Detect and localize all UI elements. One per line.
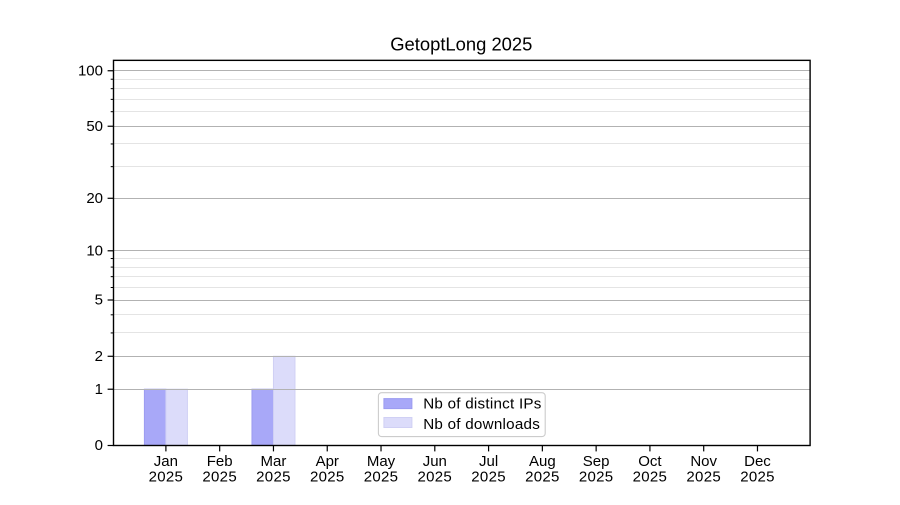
svg-text:20: 20 (86, 190, 103, 207)
svg-text:Jan: Jan (154, 453, 178, 470)
svg-text:2025: 2025 (364, 468, 399, 485)
svg-text:2025: 2025 (202, 468, 237, 485)
svg-text:Apr: Apr (316, 453, 339, 470)
svg-text:Mar: Mar (261, 453, 287, 470)
svg-text:GetoptLong 2025: GetoptLong 2025 (390, 34, 532, 55)
svg-text:2025: 2025 (256, 468, 291, 485)
svg-text:5: 5 (95, 292, 103, 309)
svg-text:2025: 2025 (525, 468, 560, 485)
svg-text:Jul: Jul (479, 453, 498, 470)
svg-text:1: 1 (95, 381, 103, 398)
svg-text:Nov: Nov (690, 453, 717, 470)
svg-text:May: May (367, 453, 396, 470)
svg-text:0: 0 (95, 437, 103, 454)
svg-text:Dec: Dec (744, 453, 771, 470)
svg-text:2025: 2025 (740, 468, 775, 485)
svg-text:Oct: Oct (638, 453, 662, 470)
svg-text:Sep: Sep (583, 453, 610, 470)
svg-text:2: 2 (95, 348, 103, 365)
svg-text:2025: 2025 (633, 468, 668, 485)
svg-text:2025: 2025 (471, 468, 506, 485)
svg-text:100: 100 (78, 62, 103, 79)
svg-text:2025: 2025 (579, 468, 614, 485)
svg-text:Aug: Aug (529, 453, 556, 470)
svg-text:2025: 2025 (418, 468, 453, 485)
svg-text:10: 10 (86, 242, 103, 259)
svg-text:Jun: Jun (423, 453, 447, 470)
svg-text:Nb of downloads: Nb of downloads (423, 416, 540, 433)
svg-text:2025: 2025 (310, 468, 345, 485)
svg-text:2025: 2025 (149, 468, 184, 485)
svg-text:50: 50 (86, 118, 103, 135)
svg-text:Feb: Feb (207, 453, 233, 470)
svg-text:2025: 2025 (686, 468, 721, 485)
svg-text:Nb of distinct IPs: Nb of distinct IPs (423, 396, 542, 413)
